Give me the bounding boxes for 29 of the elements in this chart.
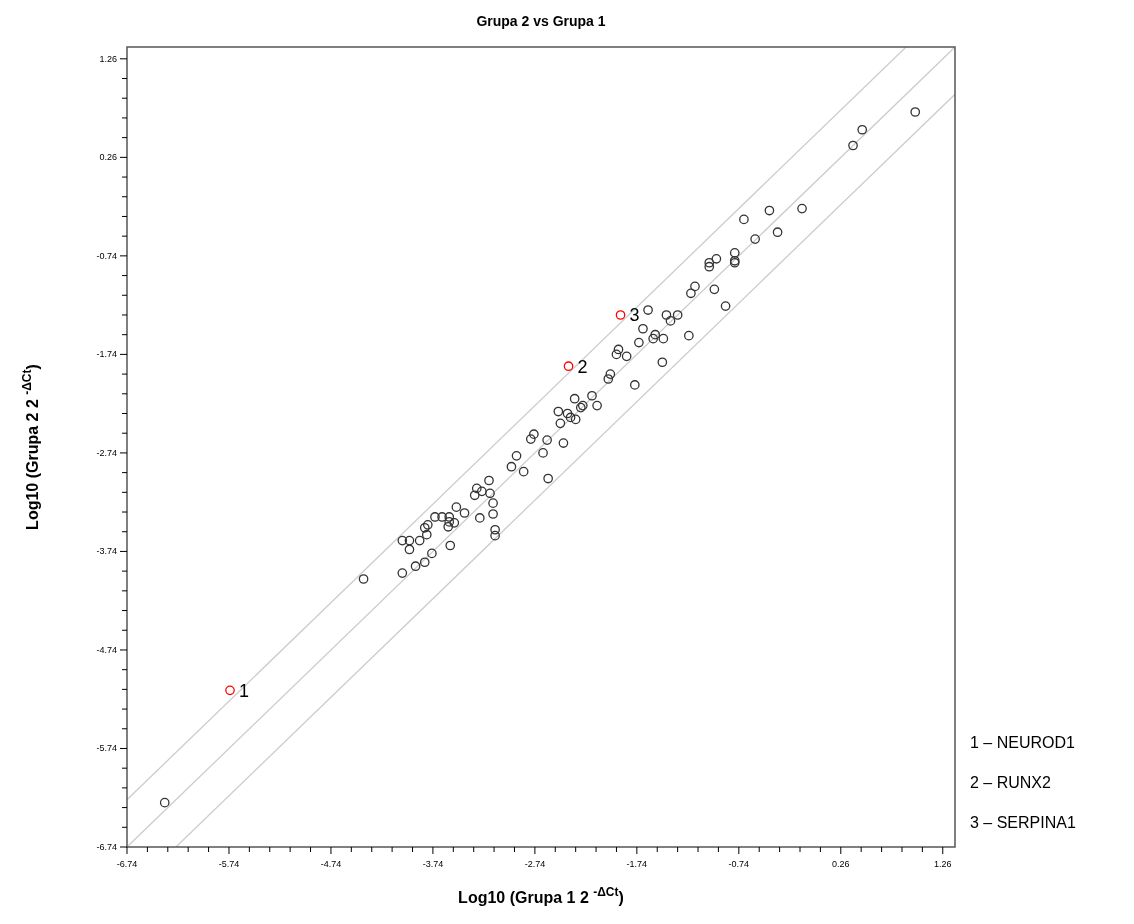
x-tick-label: -1.74: [626, 859, 648, 869]
point: [563, 361, 574, 372]
y-tick-label: -4.74: [96, 644, 117, 655]
text: 1 – NEUROD1: [970, 734, 1076, 751]
x-tick-label: -3.74: [422, 859, 444, 869]
text: 3 – SERPINA1: [970, 814, 1076, 831]
text: 2 – RUNX2: [970, 774, 1052, 791]
x-tick-label: -6.74: [116, 859, 138, 869]
y-tick-label: -2.74: [96, 447, 117, 458]
x-tick-label: 0.26: [832, 859, 850, 869]
x-tick-label: -4.74: [320, 859, 342, 869]
x-tick-label: 1.26: [934, 859, 952, 869]
y-tick-label: -3.74: [96, 546, 117, 557]
annotation: 2: [577, 356, 588, 377]
point: [225, 685, 235, 696]
chart-title: Grupa 2 vs Grupa 1: [476, 13, 606, 29]
x-tick-label: -0.74: [728, 859, 750, 869]
x-tick-label: -5.74: [218, 859, 240, 869]
y-tick-label: -6.74: [96, 841, 117, 852]
x-tick-label: -2.74: [524, 859, 546, 869]
y-tick-label: 1.26: [99, 53, 117, 64]
annotation: 1: [238, 680, 250, 701]
annotation: 3: [629, 305, 640, 326]
y-tick-label: 0.26: [99, 152, 117, 163]
y-tick-label: -1.74: [96, 349, 117, 360]
x-axis-title: Log10 (Grupa 1 2 $^{-ΔCt}$): [458, 885, 624, 906]
y-tick-label: -0.74: [96, 250, 117, 261]
y-tick-label: -5.74: [96, 743, 117, 754]
point: [615, 310, 626, 320]
